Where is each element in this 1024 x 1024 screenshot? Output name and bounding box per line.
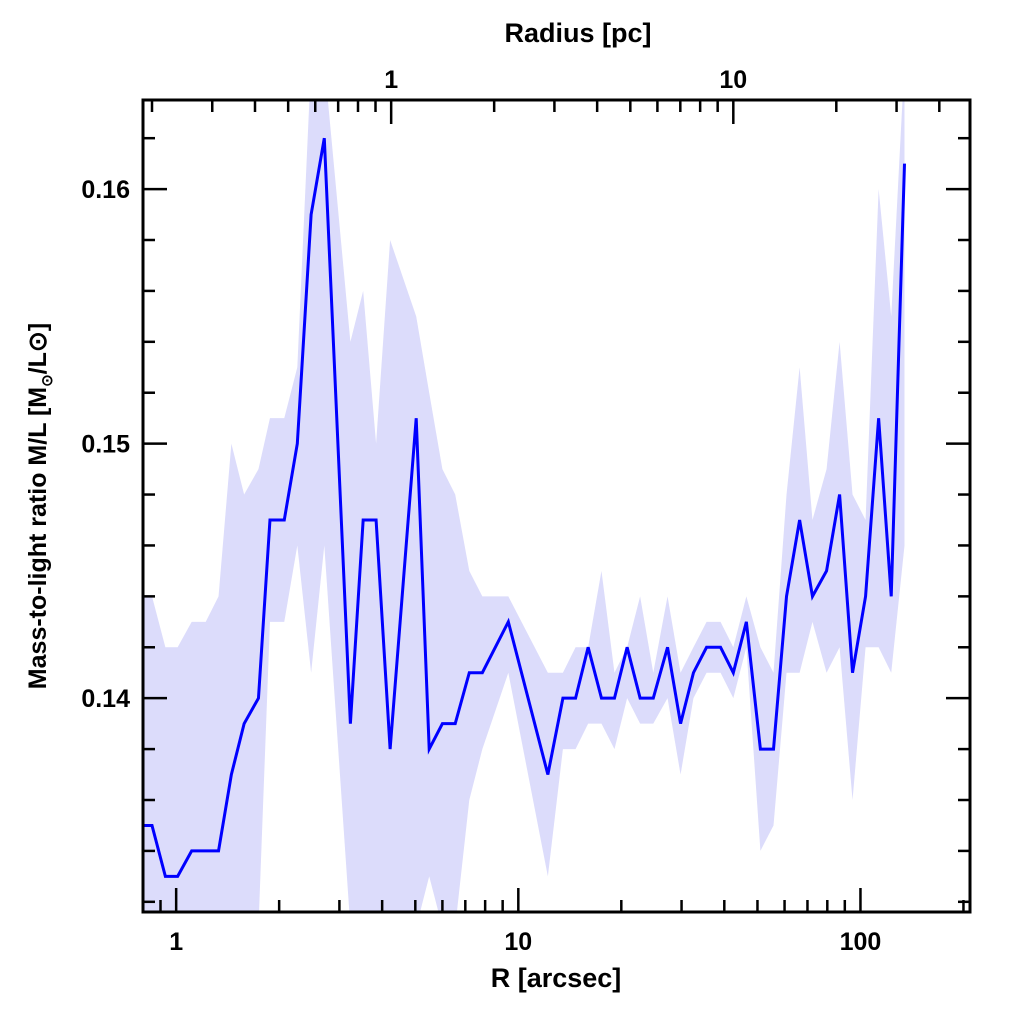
x-tick-label: 1 <box>169 928 183 956</box>
x-top-axis-label: Radius [pc] <box>504 18 651 48</box>
x-top-tick-label: 10 <box>719 66 747 94</box>
y-tick-label: 0.14 <box>81 685 130 713</box>
y-tick-label: 0.15 <box>81 431 130 459</box>
y-axis-label: Mass-to-light ratio M/L [M⊙/L⊙] <box>24 323 56 689</box>
plot-frame <box>141 98 972 914</box>
uncertainty-band <box>143 100 905 912</box>
x-tick-label: 10 <box>504 928 532 956</box>
x-top-tick-label: 1 <box>384 66 398 94</box>
y-tick-label: 0.16 <box>81 176 130 204</box>
x-axis-label: R [arcsec] <box>491 963 622 993</box>
ml-profile-line <box>143 137 907 878</box>
x-tick-label: 100 <box>840 928 882 956</box>
